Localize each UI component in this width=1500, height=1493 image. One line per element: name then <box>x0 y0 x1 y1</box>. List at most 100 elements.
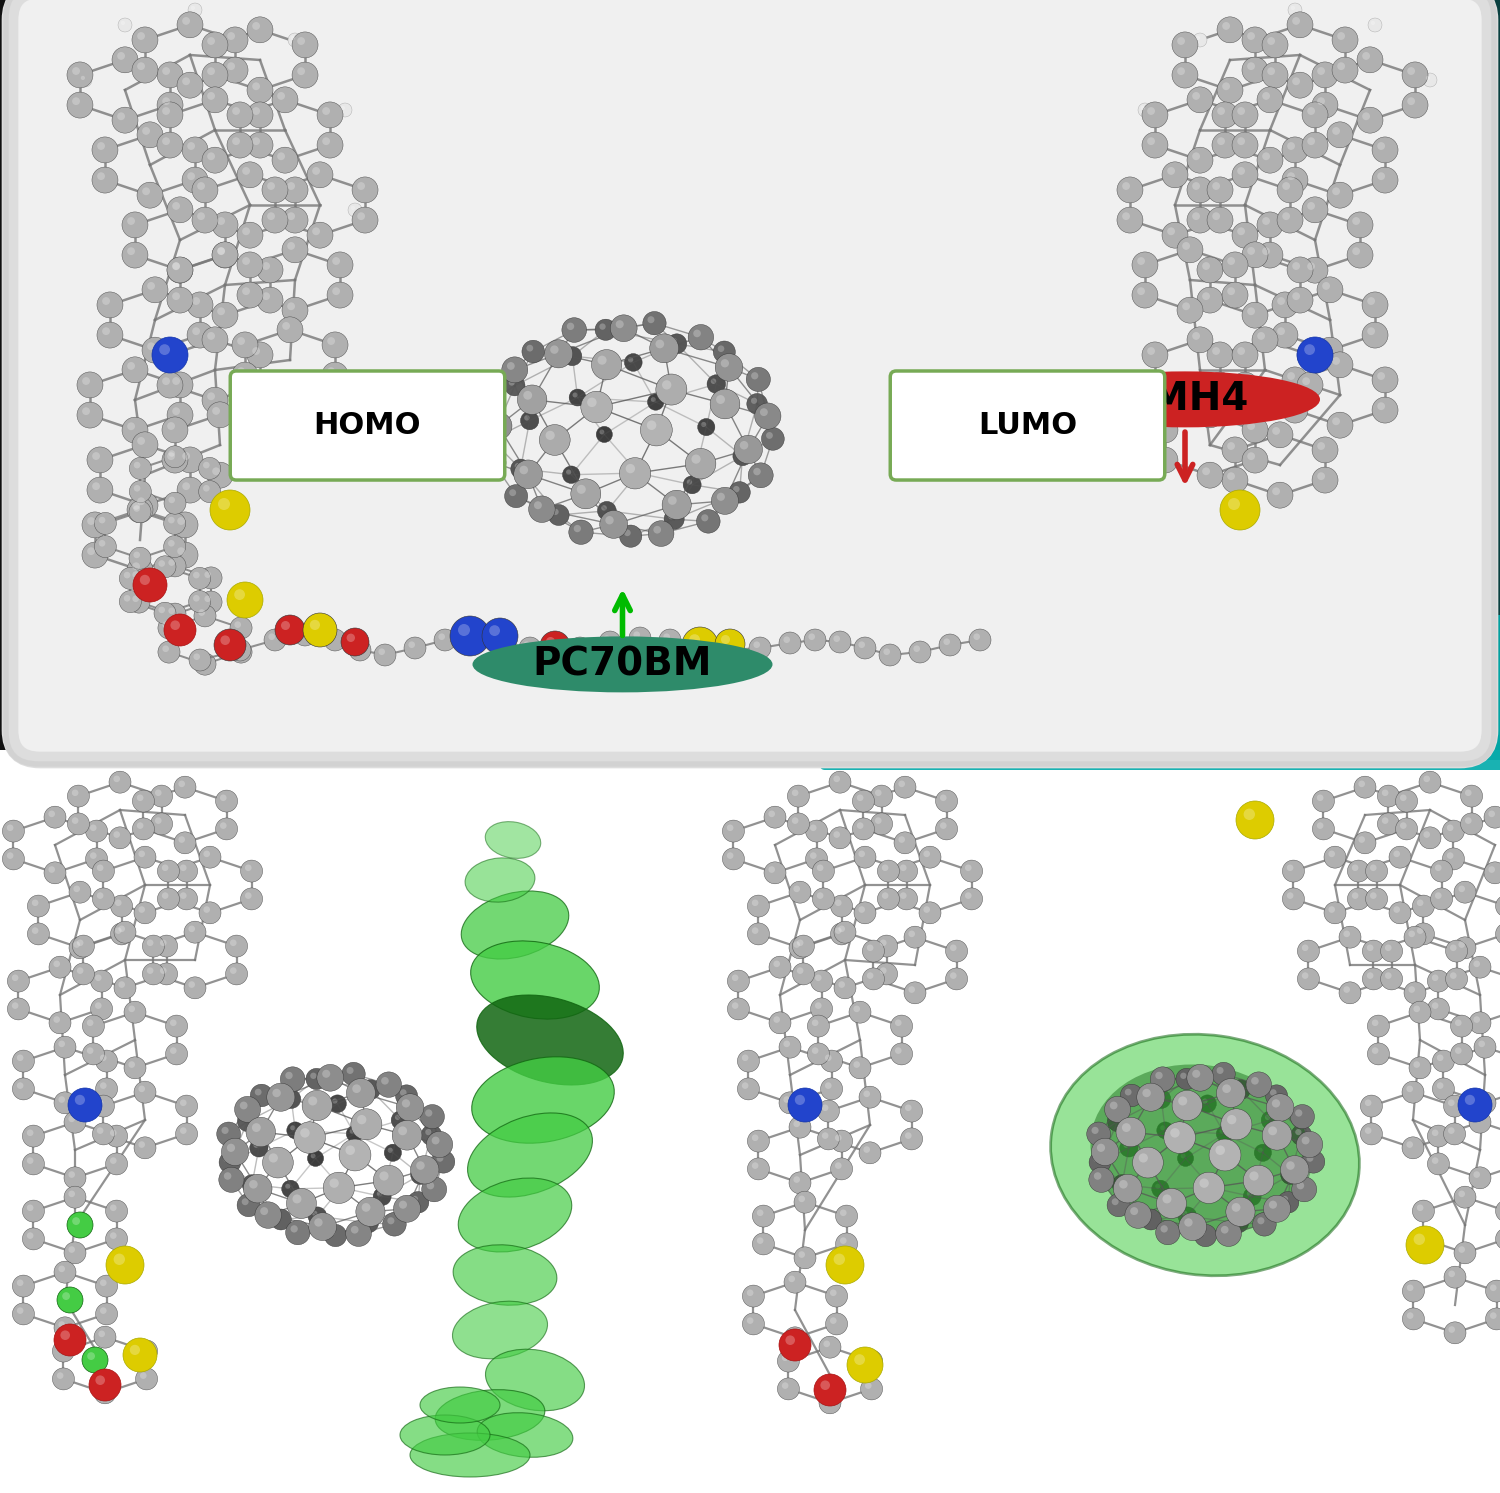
Circle shape <box>1287 864 1293 870</box>
Circle shape <box>812 1020 819 1026</box>
Circle shape <box>122 212 148 237</box>
Circle shape <box>1407 1312 1413 1318</box>
Circle shape <box>48 811 56 817</box>
Circle shape <box>154 555 176 578</box>
Circle shape <box>687 479 692 485</box>
Circle shape <box>1137 287 1144 296</box>
Circle shape <box>1329 851 1335 857</box>
Circle shape <box>194 654 200 660</box>
Circle shape <box>1362 52 1370 60</box>
Circle shape <box>1424 775 1430 782</box>
Circle shape <box>782 1354 789 1362</box>
Circle shape <box>327 252 352 278</box>
Circle shape <box>1182 242 1190 249</box>
Circle shape <box>494 636 500 642</box>
Circle shape <box>548 505 568 526</box>
Circle shape <box>177 12 203 37</box>
Circle shape <box>856 823 864 829</box>
Circle shape <box>1222 467 1248 493</box>
Circle shape <box>1496 896 1500 917</box>
Circle shape <box>105 1227 128 1250</box>
Circle shape <box>706 375 726 393</box>
Ellipse shape <box>471 941 600 1020</box>
Circle shape <box>357 182 364 190</box>
Circle shape <box>624 530 630 536</box>
Circle shape <box>504 375 525 396</box>
Circle shape <box>1419 772 1442 793</box>
Circle shape <box>648 394 664 411</box>
Circle shape <box>158 102 183 128</box>
Circle shape <box>597 502 616 520</box>
Circle shape <box>207 67 214 75</box>
Circle shape <box>364 1084 370 1090</box>
Circle shape <box>524 415 530 421</box>
Circle shape <box>904 982 926 1003</box>
Circle shape <box>302 1090 333 1121</box>
Circle shape <box>256 257 284 282</box>
Ellipse shape <box>472 636 772 693</box>
Circle shape <box>700 423 706 427</box>
Circle shape <box>552 509 558 515</box>
Circle shape <box>400 1090 406 1096</box>
Circle shape <box>480 428 502 451</box>
Circle shape <box>217 499 229 511</box>
Circle shape <box>1458 941 1466 948</box>
Circle shape <box>602 505 608 511</box>
Circle shape <box>196 182 206 190</box>
Circle shape <box>870 785 892 808</box>
Circle shape <box>1468 1111 1491 1133</box>
Circle shape <box>114 921 136 944</box>
Circle shape <box>99 540 105 546</box>
Circle shape <box>98 1127 104 1133</box>
Circle shape <box>1268 423 1293 448</box>
Circle shape <box>240 888 262 909</box>
Circle shape <box>732 975 738 981</box>
Circle shape <box>160 939 166 947</box>
Circle shape <box>22 1227 45 1250</box>
Circle shape <box>1413 896 1434 917</box>
Circle shape <box>117 52 124 60</box>
Circle shape <box>1302 197 1328 222</box>
Circle shape <box>1212 212 1219 219</box>
Circle shape <box>414 1169 420 1175</box>
Circle shape <box>189 649 211 670</box>
Circle shape <box>945 941 968 961</box>
Circle shape <box>178 836 184 844</box>
Circle shape <box>162 621 170 629</box>
Circle shape <box>393 1196 420 1223</box>
Circle shape <box>526 345 532 351</box>
Circle shape <box>1182 1211 1188 1217</box>
Circle shape <box>1450 1015 1473 1038</box>
Circle shape <box>651 397 656 402</box>
Circle shape <box>834 1254 844 1265</box>
Circle shape <box>346 633 355 642</box>
Circle shape <box>93 1123 114 1145</box>
Circle shape <box>904 1105 912 1111</box>
Circle shape <box>192 297 200 305</box>
Circle shape <box>172 263 180 270</box>
Circle shape <box>856 794 864 802</box>
Circle shape <box>700 514 708 521</box>
Circle shape <box>351 1109 382 1139</box>
Circle shape <box>12 1303 34 1324</box>
Circle shape <box>1262 93 1270 100</box>
Circle shape <box>256 423 265 430</box>
Circle shape <box>1202 408 1210 415</box>
Circle shape <box>1496 1227 1500 1250</box>
Circle shape <box>573 393 578 397</box>
Circle shape <box>249 1139 268 1157</box>
Circle shape <box>292 1194 302 1203</box>
Circle shape <box>789 1332 795 1338</box>
Circle shape <box>1132 1147 1164 1178</box>
Circle shape <box>760 408 768 417</box>
Circle shape <box>180 864 186 870</box>
Circle shape <box>1192 182 1200 190</box>
Circle shape <box>562 318 586 342</box>
Circle shape <box>230 967 237 973</box>
Circle shape <box>93 888 114 909</box>
Circle shape <box>76 939 84 947</box>
Circle shape <box>88 1369 122 1400</box>
Circle shape <box>132 596 140 602</box>
Circle shape <box>164 614 196 646</box>
Circle shape <box>242 227 250 236</box>
